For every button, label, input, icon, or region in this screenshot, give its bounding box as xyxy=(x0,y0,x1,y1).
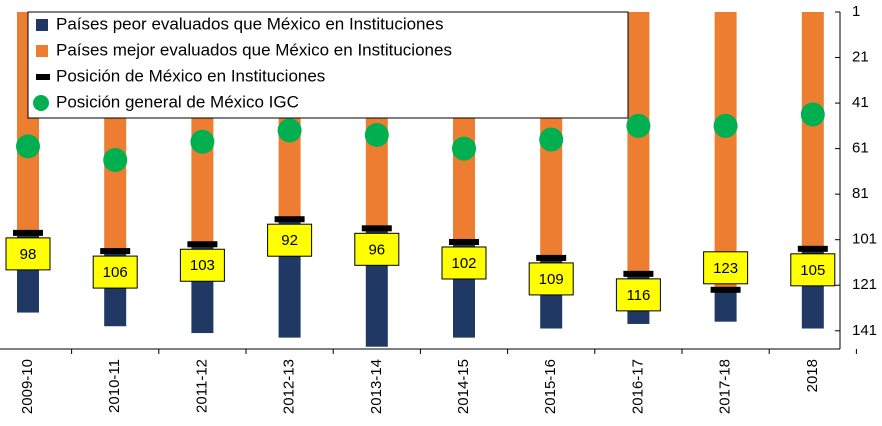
y-tick-label: 21 xyxy=(852,49,869,66)
igc-dot xyxy=(800,102,825,127)
data-label-box xyxy=(5,237,51,271)
position-dash xyxy=(797,245,828,252)
y-tick-label: 1 xyxy=(852,3,860,20)
data-label: 103 xyxy=(190,257,215,274)
position-dash xyxy=(449,238,479,245)
position-dash xyxy=(536,254,567,261)
igc-dot xyxy=(626,113,651,138)
y-tick-label: 121 xyxy=(852,276,877,293)
data-label-box xyxy=(703,251,749,285)
data-label: 92 xyxy=(281,232,298,249)
data-label-box xyxy=(615,278,661,312)
legend-label: Posición de México en Instituciones xyxy=(56,66,325,85)
x-tick-label: 2016-17 xyxy=(629,359,646,414)
bar xyxy=(627,12,650,274)
legend-label: Países peor evaluados que México en Inst… xyxy=(56,14,443,33)
data-label: 116 xyxy=(626,287,650,304)
y-tick-label: 81 xyxy=(852,185,869,202)
bar xyxy=(714,289,737,322)
legend-label: Posición general de México IGC xyxy=(56,92,299,111)
x-tick-label: 2009-10 xyxy=(19,359,36,414)
data-label-box xyxy=(441,246,487,280)
position-dash xyxy=(187,241,218,248)
igc-dot xyxy=(539,127,564,152)
position-dash xyxy=(623,270,654,277)
position-dash xyxy=(100,248,131,255)
bar xyxy=(801,12,824,249)
igc-dot xyxy=(16,134,40,159)
legend-swatch xyxy=(36,45,48,57)
y-tick-label: 141 xyxy=(852,322,877,339)
data-label: 96 xyxy=(368,241,385,258)
position-dash xyxy=(13,229,43,236)
position-dash xyxy=(710,286,741,293)
data-label-box xyxy=(267,223,313,257)
data-label-box xyxy=(528,262,574,296)
igc-dot xyxy=(364,122,389,147)
y-tick-label: 61 xyxy=(852,140,869,157)
x-tick-label: 2018 xyxy=(804,359,821,392)
legend-swatch xyxy=(33,95,49,111)
x-tick-label: 2011-12 xyxy=(193,359,210,413)
y-tick-label: 101 xyxy=(852,231,877,248)
x-tick-label: 2017-18 xyxy=(717,359,734,414)
legend: Países peor evaluados que México en Inst… xyxy=(27,11,629,119)
y-tick-label: 41 xyxy=(852,94,869,111)
igc-dot xyxy=(277,118,302,143)
x-tick-label: 2015-16 xyxy=(542,359,559,414)
data-label: 106 xyxy=(103,264,128,281)
data-label: 105 xyxy=(800,262,825,279)
bar xyxy=(714,12,737,290)
data-label-box xyxy=(179,248,225,282)
data-label: 123 xyxy=(713,260,738,277)
data-label-box xyxy=(790,253,836,287)
position-dash xyxy=(361,225,392,232)
x-tick-label: 2013-14 xyxy=(368,359,385,414)
legend-swatch xyxy=(36,19,48,31)
data-label: 98 xyxy=(20,246,37,263)
data-label: 102 xyxy=(451,255,476,272)
x-tick-label: 2014-15 xyxy=(455,359,472,414)
legend-box xyxy=(27,11,629,119)
legend-label: Países mejor evaluados que México en Ins… xyxy=(56,40,452,59)
x-tick-label: 2010-11 xyxy=(106,359,123,413)
data-label: 109 xyxy=(539,271,564,288)
igc-dot xyxy=(190,129,215,154)
igc-dot xyxy=(713,113,738,138)
igc-dot xyxy=(103,148,128,173)
igc-dot xyxy=(452,136,476,161)
x-tick-label: 2012-13 xyxy=(281,359,298,414)
data-label-box xyxy=(354,232,400,266)
data-label-box xyxy=(92,255,138,289)
legend-swatch xyxy=(36,74,50,80)
position-dash xyxy=(274,216,305,223)
